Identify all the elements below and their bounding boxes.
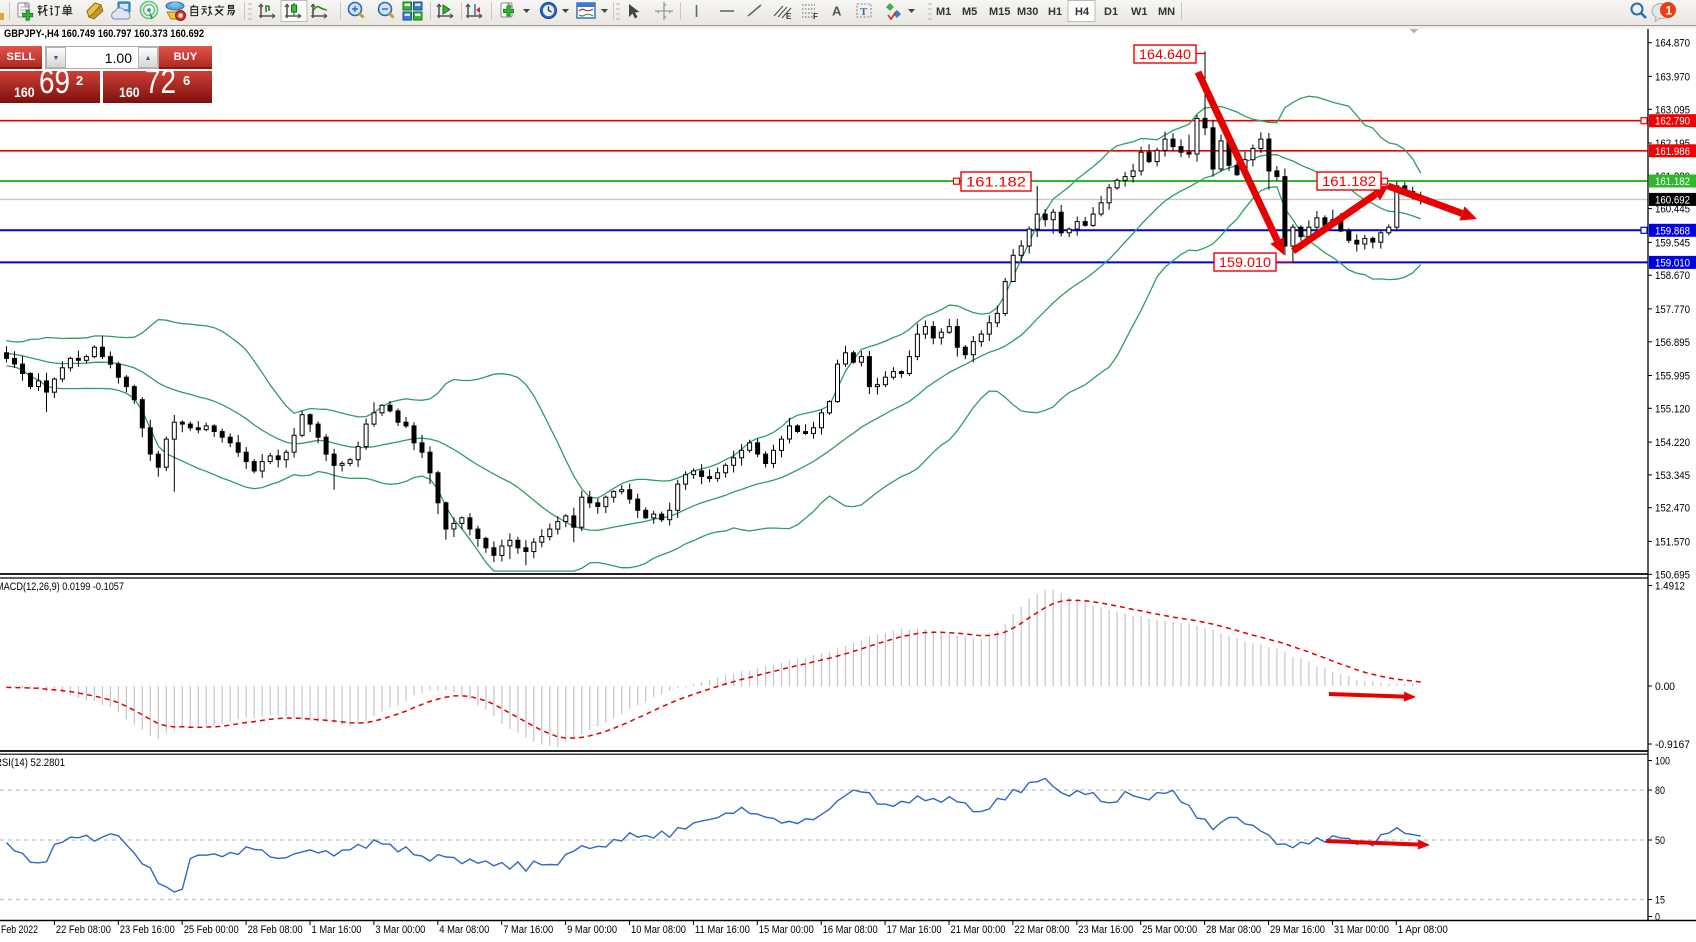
svg-text:151.570: 151.570: [1655, 536, 1690, 548]
svg-text:16 Mar 08:00: 16 Mar 08:00: [823, 924, 878, 936]
svg-text:160.445: 160.445: [1655, 204, 1690, 216]
svg-text:1: 1: [1666, 4, 1673, 18]
svg-text:MACD(12,26,9) 0.0199 -0.1057: MACD(12,26,9) 0.0199 -0.1057: [0, 581, 124, 593]
svg-text:154.220: 154.220: [1655, 437, 1690, 449]
svg-text:25 Feb 00:00: 25 Feb 00:00: [184, 924, 239, 936]
svg-text:23 Mar 16:00: 23 Mar 16:00: [1078, 924, 1133, 936]
svg-text:80: 80: [1655, 785, 1665, 797]
svg-text:7 Mar 16:00: 7 Mar 16:00: [503, 924, 553, 936]
svg-text:9 Mar 00:00: 9 Mar 00:00: [567, 924, 617, 936]
svg-text:Feb 2022: Feb 2022: [1, 924, 38, 936]
svg-text:MN: MN: [1158, 6, 1175, 18]
svg-text:M15: M15: [989, 6, 1010, 18]
svg-text:23 Feb 16:00: 23 Feb 16:00: [120, 924, 175, 936]
svg-text:W1: W1: [1131, 6, 1148, 18]
svg-text:157.770: 157.770: [1655, 304, 1690, 316]
svg-text:15: 15: [1655, 895, 1665, 907]
svg-text:F: F: [813, 12, 818, 21]
svg-text:0.00: 0.00: [1655, 681, 1675, 693]
svg-text:161.182: 161.182: [966, 174, 1026, 190]
svg-text:M30: M30: [1017, 6, 1038, 18]
svg-text:159.868: 159.868: [1655, 225, 1690, 237]
svg-text:3 Mar 00:00: 3 Mar 00:00: [375, 924, 425, 936]
svg-text:155.120: 155.120: [1655, 403, 1690, 415]
svg-text:GBPJPY-,H4 160.749 160.797 16: GBPJPY-,H4 160.749 160.797 160.373 160.6…: [4, 28, 204, 40]
svg-text:156.895: 156.895: [1655, 337, 1690, 349]
svg-text:159.545: 159.545: [1655, 237, 1690, 249]
svg-text:161.182: 161.182: [1655, 176, 1690, 188]
svg-text:D1: D1: [1104, 6, 1118, 18]
svg-text:163.095: 163.095: [1655, 104, 1690, 116]
svg-text:25 Mar 00:00: 25 Mar 00:00: [1142, 924, 1197, 936]
svg-text:159.010: 159.010: [1219, 254, 1271, 270]
svg-text:164.870: 164.870: [1655, 38, 1690, 50]
svg-text:A: A: [832, 4, 842, 19]
svg-text:158.670: 158.670: [1655, 270, 1690, 282]
svg-text:100: 100: [1655, 756, 1670, 768]
svg-text:RSI(14) 52.2801: RSI(14) 52.2801: [0, 757, 65, 769]
svg-text:161.986: 161.986: [1655, 146, 1690, 158]
svg-text:150.695: 150.695: [1655, 569, 1690, 581]
svg-text:E: E: [786, 12, 792, 21]
svg-text:161.182: 161.182: [1322, 173, 1376, 189]
svg-text:0: 0: [1655, 912, 1660, 924]
svg-text:4 Mar 08:00: 4 Mar 08:00: [439, 924, 489, 936]
svg-text:1.4912: 1.4912: [1655, 581, 1685, 593]
svg-text:10 Mar 08:00: 10 Mar 08:00: [631, 924, 686, 936]
svg-text:164.640: 164.640: [1139, 46, 1191, 62]
svg-text:-0.9167: -0.9167: [1655, 739, 1690, 751]
svg-text:28 Feb 08:00: 28 Feb 08:00: [248, 924, 303, 936]
svg-text:1 Mar 16:00: 1 Mar 16:00: [312, 924, 362, 936]
svg-text:159.010: 159.010: [1655, 257, 1690, 269]
svg-text:11 Mar 16:00: 11 Mar 16:00: [695, 924, 750, 936]
svg-text:29 Mar 16:00: 29 Mar 16:00: [1270, 924, 1325, 936]
svg-text:152.470: 152.470: [1655, 503, 1690, 515]
svg-text:1 Apr 08:00: 1 Apr 08:00: [1398, 924, 1448, 936]
svg-text:163.970: 163.970: [1655, 71, 1690, 83]
svg-text:T: T: [860, 6, 868, 18]
svg-text:160.692: 160.692: [1655, 194, 1690, 206]
svg-text:162.790: 162.790: [1655, 116, 1690, 128]
svg-text:153.345: 153.345: [1655, 470, 1690, 482]
svg-text:H1: H1: [1048, 6, 1062, 18]
svg-text:50: 50: [1655, 835, 1665, 847]
svg-text:22 Feb 08:00: 22 Feb 08:00: [56, 924, 111, 936]
svg-text:M1: M1: [936, 6, 951, 18]
svg-text:155.995: 155.995: [1655, 371, 1690, 383]
svg-text:17 Mar 16:00: 17 Mar 16:00: [887, 924, 942, 936]
svg-text:28 Mar 08:00: 28 Mar 08:00: [1206, 924, 1261, 936]
svg-text:H4: H4: [1075, 6, 1090, 18]
svg-text:15 Mar 00:00: 15 Mar 00:00: [759, 924, 814, 936]
svg-text:31 Mar 00:00: 31 Mar 00:00: [1334, 924, 1389, 936]
svg-text:21 Mar 00:00: 21 Mar 00:00: [951, 924, 1006, 936]
svg-text:M5: M5: [962, 6, 977, 18]
svg-text:22 Mar 08:00: 22 Mar 08:00: [1014, 924, 1069, 936]
